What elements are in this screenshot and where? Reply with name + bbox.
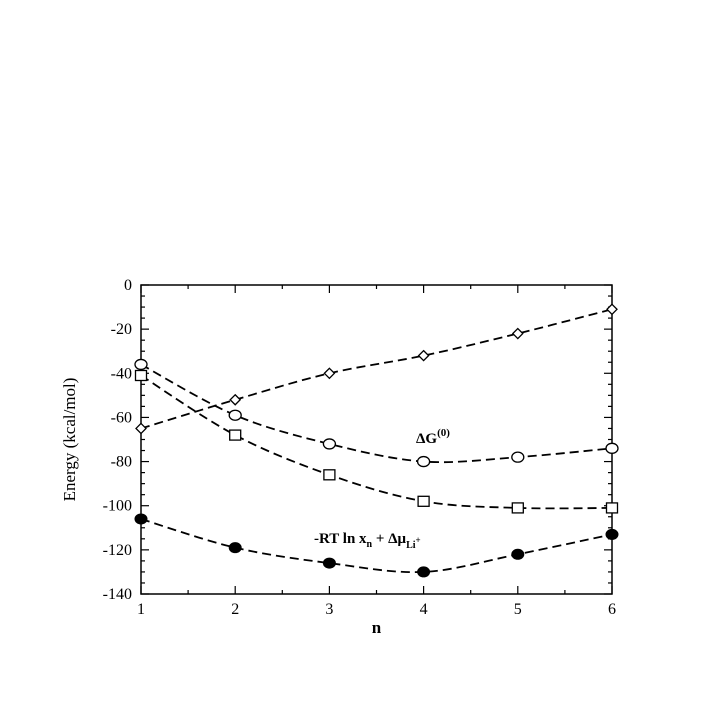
data-point-circle-open <box>605 442 619 454</box>
data-point-square-open <box>229 429 242 441</box>
series-circle-filled-line <box>140 518 613 574</box>
data-point-diamond-open <box>229 393 242 406</box>
y-tick-label: -120 <box>103 542 132 559</box>
y-tick-label: -60 <box>111 409 132 426</box>
data-point-circle-open <box>134 358 148 371</box>
data-point-circle-filled <box>228 542 242 554</box>
data-point-square-open <box>134 369 148 382</box>
data-point-diamond-open <box>135 422 147 435</box>
x-tick-label: 5 <box>514 601 522 618</box>
y-axis-title: Energy (kcal/mol) <box>60 378 79 502</box>
x-axis-title: n <box>372 618 382 637</box>
rt-ln-xn-annotation: -RT ln xn + ΔμLi+ <box>314 531 421 551</box>
y-tick-label: 0 <box>124 277 132 294</box>
data-point-circle-filled <box>417 566 431 578</box>
series-circle-open-line <box>140 363 613 464</box>
y-tick-label: -40 <box>111 365 132 382</box>
delta-g-annotation: ΔG(0) <box>416 427 450 447</box>
data-point-square-open <box>417 495 430 507</box>
x-tick-label: 1 <box>137 601 145 618</box>
data-point-circle-filled <box>322 557 336 569</box>
data-point-circle-open <box>228 409 242 421</box>
series-diamond-open-line <box>140 308 613 430</box>
y-tick-label: -20 <box>111 321 132 338</box>
x-tick-label: 6 <box>608 601 616 618</box>
data-point-square-open <box>323 469 336 481</box>
data-point-square-open <box>605 502 619 514</box>
data-point-circle-open <box>322 438 337 450</box>
data-point-circle-open <box>511 451 525 463</box>
y-tick-label: -80 <box>111 454 132 471</box>
x-tick-label: 2 <box>231 601 239 618</box>
series-square-open-line <box>140 374 613 510</box>
x-tick-label: 4 <box>420 601 428 618</box>
data-point-circle-filled <box>511 548 525 560</box>
data-point-circle-filled <box>605 528 619 540</box>
y-tick-label: -100 <box>103 498 132 515</box>
data-point-square-open <box>511 502 524 514</box>
plot-frame <box>140 284 613 595</box>
data-point-diamond-open <box>417 349 430 362</box>
data-point-diamond-open <box>323 367 336 380</box>
data-point-circle-open <box>416 455 431 468</box>
data-point-diamond-open <box>606 303 618 316</box>
x-tick-label: 3 <box>325 601 333 618</box>
y-tick-label: -140 <box>103 586 132 603</box>
data-point-circle-filled <box>134 513 148 525</box>
data-point-diamond-open <box>511 327 524 340</box>
